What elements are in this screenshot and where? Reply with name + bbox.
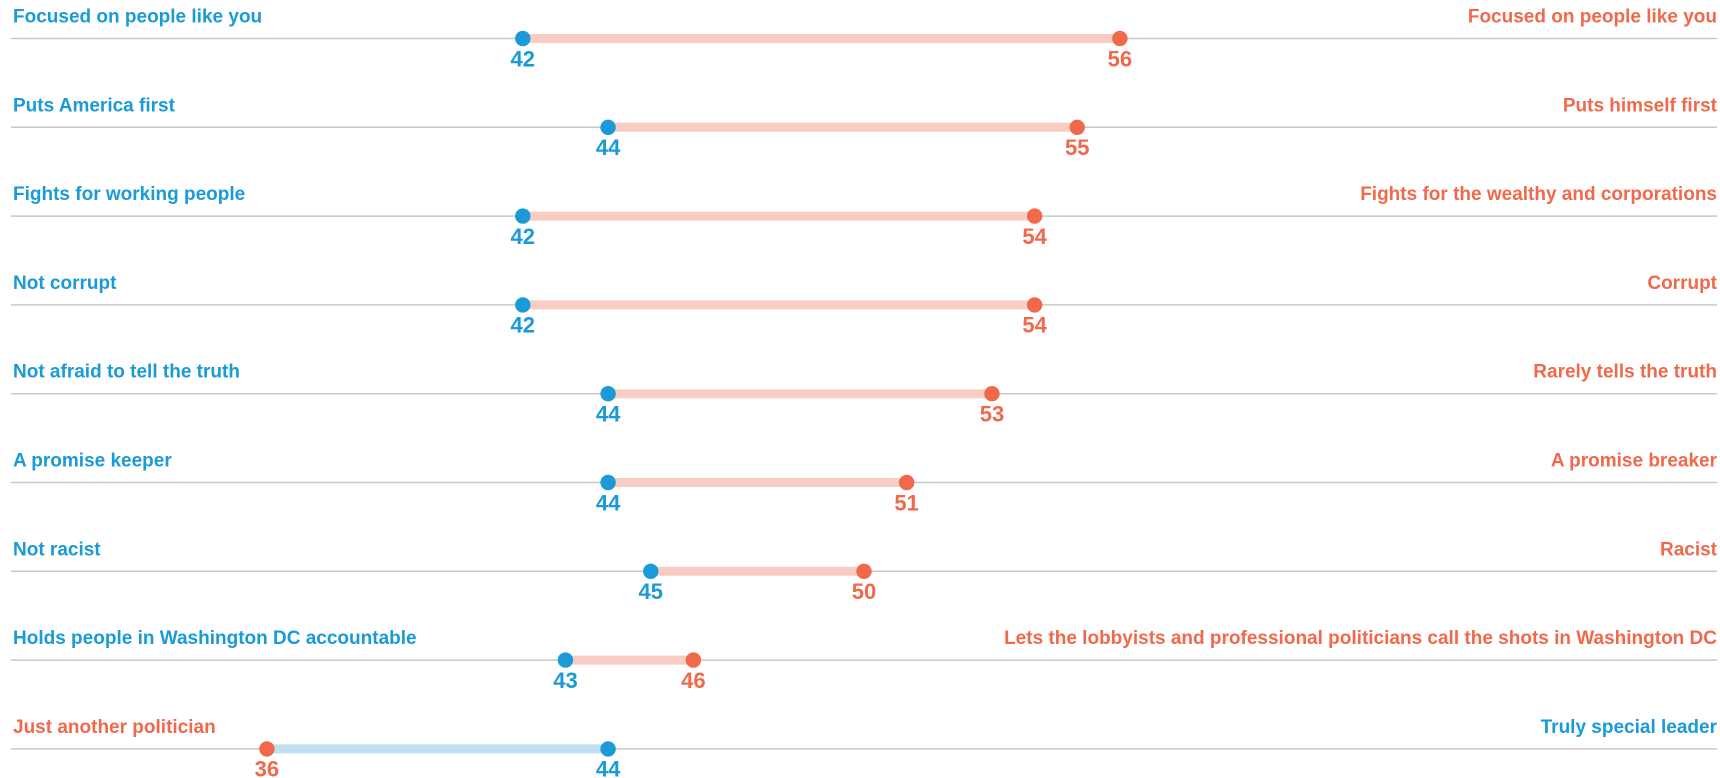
- value-label: 42: [511, 224, 535, 249]
- dot: [600, 741, 616, 757]
- dot: [1026, 208, 1043, 224]
- dot: [515, 208, 531, 224]
- value-label: 54: [1022, 313, 1047, 338]
- value-label: 54: [1022, 224, 1047, 249]
- value-label: 44: [596, 135, 621, 160]
- value-label: 55: [1065, 135, 1089, 160]
- left-label: Not racist: [13, 539, 101, 560]
- right-label: Fights for the wealthy and corporations: [1360, 184, 1717, 205]
- right-label: Rarely tells the truth: [1533, 362, 1717, 383]
- value-label: 44: [596, 757, 621, 778]
- dot: [600, 386, 616, 402]
- left-label: Not afraid to tell the truth: [13, 362, 240, 383]
- left-label: Puts America first: [13, 95, 176, 116]
- value-label: 53: [980, 402, 1004, 427]
- dot: [600, 119, 616, 135]
- value-label: 56: [1108, 46, 1132, 71]
- right-label: Focused on people like you: [1468, 7, 1717, 28]
- value-label: 44: [596, 490, 621, 515]
- dot: [1112, 30, 1128, 47]
- right-label: A promise breaker: [1551, 451, 1718, 472]
- left-label: Holds people in Washington DC accountabl…: [13, 628, 417, 649]
- right-label: Corrupt: [1647, 273, 1717, 294]
- right-label: Racist: [1660, 539, 1718, 560]
- right-label: Lets the lobbyists and professional poli…: [1004, 628, 1717, 649]
- value-label: 50: [852, 579, 876, 604]
- right-label: Puts himself first: [1563, 95, 1718, 116]
- value-label: 42: [511, 46, 535, 71]
- left-label: Fights for working people: [13, 184, 245, 205]
- dot: [1069, 119, 1085, 135]
- value-label: 43: [553, 668, 577, 693]
- left-label: A promise keeper: [13, 451, 172, 472]
- value-label: 36: [255, 757, 279, 778]
- left-label: Not corrupt: [13, 273, 117, 294]
- dot: [259, 741, 275, 757]
- left-label: Just another politician: [13, 717, 216, 738]
- left-label: Focused on people like you: [13, 7, 262, 28]
- dot: [898, 474, 915, 491]
- value-label: 42: [511, 313, 535, 338]
- dot: [685, 652, 702, 668]
- value-label: 46: [681, 668, 705, 693]
- dot: [643, 563, 659, 579]
- dot: [600, 474, 616, 491]
- dot: [856, 563, 872, 579]
- dot: [1026, 297, 1043, 313]
- dot: [515, 30, 531, 47]
- dot: [515, 297, 531, 313]
- right-label: Truly special leader: [1541, 717, 1718, 738]
- dot: [984, 386, 1000, 402]
- value-label: 51: [894, 490, 918, 515]
- dot: [557, 652, 574, 668]
- value-label: 44: [596, 402, 621, 427]
- value-label: 45: [639, 579, 663, 604]
